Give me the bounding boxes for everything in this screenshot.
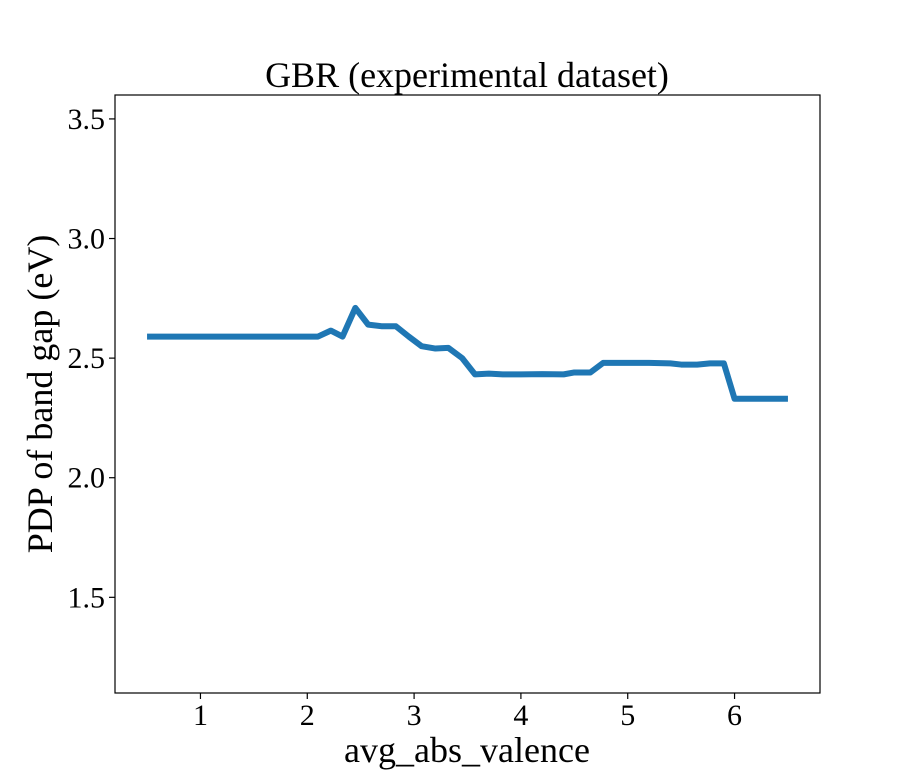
y-tick-label: 1.5 — [68, 581, 106, 614]
x-axis-label: avg_abs_valence — [344, 730, 590, 770]
plot-area — [147, 304, 788, 402]
x-tick-label: 5 — [620, 699, 635, 732]
x-tick-label: 1 — [193, 699, 208, 732]
y-tick-label: 3.0 — [68, 223, 106, 256]
y-tick-label: 2.5 — [68, 342, 106, 375]
y-axis-ticks: 1.5 2.0 2.5 3.0 3.5 — [68, 103, 115, 614]
series-line — [147, 304, 788, 402]
plot-frame — [114, 94, 821, 694]
y-tick-label: 2.0 — [68, 462, 106, 495]
x-tick-label: 4 — [513, 699, 528, 732]
x-tick-label: 3 — [407, 699, 422, 732]
y-axis-label: PDP of band gap (eV) — [20, 235, 60, 554]
x-axis-ticks: 1 2 3 4 5 6 — [193, 693, 742, 732]
chart-title: GBR (experimental dataset) — [265, 55, 669, 95]
y-tick-label: 3.5 — [68, 103, 106, 136]
x-tick-label: 2 — [300, 699, 315, 732]
x-tick-label: 6 — [727, 699, 742, 732]
